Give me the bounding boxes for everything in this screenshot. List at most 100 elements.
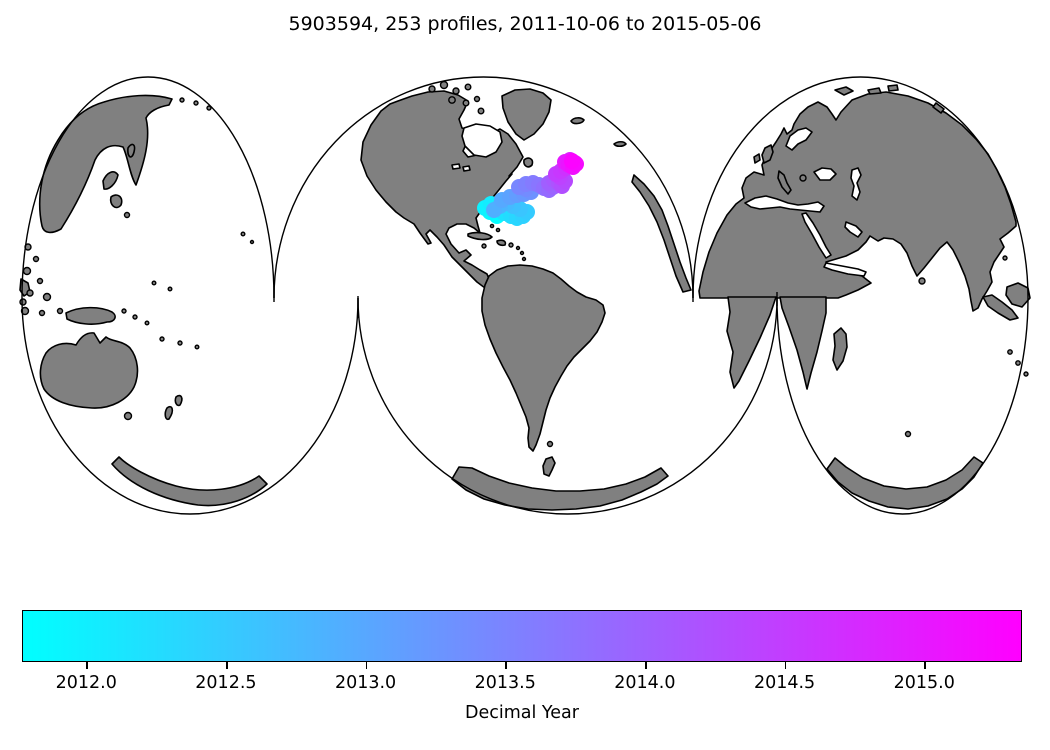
land-micronesia xyxy=(151,280,157,286)
land-new-zealand xyxy=(174,394,183,407)
colorbar-tick xyxy=(784,661,787,669)
land-kerguelen xyxy=(904,430,912,438)
land-solomon-islands xyxy=(132,314,138,320)
colorbar-tick xyxy=(505,661,508,669)
land-indonesia xyxy=(42,292,52,302)
land-cuba xyxy=(467,231,493,241)
map-boundary-arc xyxy=(692,76,1029,299)
water-baltic-sea xyxy=(785,127,813,151)
land-antarctica xyxy=(111,456,268,507)
water-great-lakes xyxy=(451,163,461,170)
water-hudson-bay xyxy=(461,123,503,158)
land-lesser-antilles xyxy=(521,256,527,262)
land-java xyxy=(1015,360,1021,366)
land-solomon-islands xyxy=(121,308,127,314)
land-eurasia-africa xyxy=(698,91,1017,312)
land-arctic-island xyxy=(452,87,460,95)
land-arctic-island xyxy=(464,83,472,91)
land-arctic-island xyxy=(428,85,436,93)
land-antarctica xyxy=(451,466,669,511)
land-java xyxy=(1007,349,1013,355)
water-gulf-of-aden xyxy=(823,262,867,277)
land-indonesia xyxy=(26,289,34,297)
land-newfoundland xyxy=(523,157,534,168)
profile-point xyxy=(564,153,580,169)
land-solomon-islands xyxy=(144,320,150,326)
land-hainan xyxy=(1002,255,1008,261)
colorbar-gradient xyxy=(22,610,1022,662)
land-micronesia xyxy=(167,286,173,292)
land-greece xyxy=(799,174,807,182)
land-africa-southeast xyxy=(779,296,827,390)
land-uk-fragment xyxy=(613,140,627,148)
colorbar-tick-label: 2014.5 xyxy=(753,673,816,693)
land-madagascar xyxy=(832,327,848,371)
map-boundary-arc xyxy=(776,297,1029,515)
land-japan xyxy=(109,194,123,209)
land-italy xyxy=(777,170,792,195)
land-australia xyxy=(39,332,139,409)
land-aleutian-islands xyxy=(179,97,185,103)
world-map xyxy=(19,76,1031,515)
land-arctic-island xyxy=(462,99,470,107)
land-sumatra xyxy=(982,294,1019,321)
float-trajectory xyxy=(477,152,584,226)
colorbar-tick-label: 2014.0 xyxy=(614,673,676,693)
inland-water-layer xyxy=(451,123,867,277)
land-indonesia xyxy=(19,298,27,306)
land-hispaniola xyxy=(496,239,507,247)
colorbar-tick-label: 2013.0 xyxy=(334,673,397,693)
land-falkland-islands xyxy=(546,440,554,448)
land-aleutian-islands xyxy=(206,105,212,111)
land-uk xyxy=(761,144,774,164)
colorbar-axis-label: Decimal Year xyxy=(465,703,579,723)
water-mediterranean-sea xyxy=(744,195,825,213)
land-iceland xyxy=(570,117,585,125)
land-northeast-asia xyxy=(38,94,173,234)
land-puerto-rico xyxy=(508,242,514,248)
land-arctic-island xyxy=(477,107,485,115)
land-africa-southwest xyxy=(726,296,777,389)
land-ireland xyxy=(753,153,761,164)
land-jamaica xyxy=(481,243,487,249)
land-arctic-island xyxy=(473,95,481,103)
land-north-america xyxy=(360,90,524,289)
land-fiji xyxy=(194,344,200,350)
water-caspian-sea xyxy=(850,167,862,201)
land-bahamas xyxy=(495,227,501,233)
land-lesser-antilles xyxy=(519,250,525,256)
land-new-zealand xyxy=(164,405,174,421)
land-arctic-isle xyxy=(887,84,899,92)
land-new-guinea xyxy=(65,306,116,325)
land-hawaii xyxy=(240,231,246,237)
colorbar-tick xyxy=(924,661,927,669)
land-west-africa-fragment xyxy=(631,174,692,293)
colorbar-tick-label: 2013.5 xyxy=(474,673,536,693)
land-south-america xyxy=(481,264,606,452)
land-sri-lanka xyxy=(918,277,926,285)
water-black-sea xyxy=(813,167,837,181)
land-arctic-island xyxy=(439,80,449,90)
map-boundary-arc xyxy=(21,297,359,515)
map-boundary-arc xyxy=(273,76,694,299)
land-indonesia xyxy=(38,309,46,317)
land-bahamas xyxy=(489,223,495,229)
land-antarctica xyxy=(826,456,984,510)
land-indonesia xyxy=(20,306,30,316)
land-java xyxy=(1023,371,1029,377)
land-fiji xyxy=(177,340,183,346)
land-tasmania xyxy=(123,411,133,421)
land-sakhalin xyxy=(127,143,136,158)
land-novaya-zemlya xyxy=(932,102,945,114)
land-antarctic-peninsula xyxy=(542,456,556,477)
land-greenland xyxy=(501,88,552,141)
land-franz-josef xyxy=(867,87,882,95)
land-arctic-island xyxy=(448,96,456,104)
colorbar-tick-label: 2012.5 xyxy=(195,673,257,693)
colorbar-tick xyxy=(365,661,368,669)
colorbar-tick-label: 2015.0 xyxy=(893,673,955,693)
colorbar-tick xyxy=(225,661,228,669)
land-philippines xyxy=(32,255,40,263)
projection-outline xyxy=(21,76,1029,515)
